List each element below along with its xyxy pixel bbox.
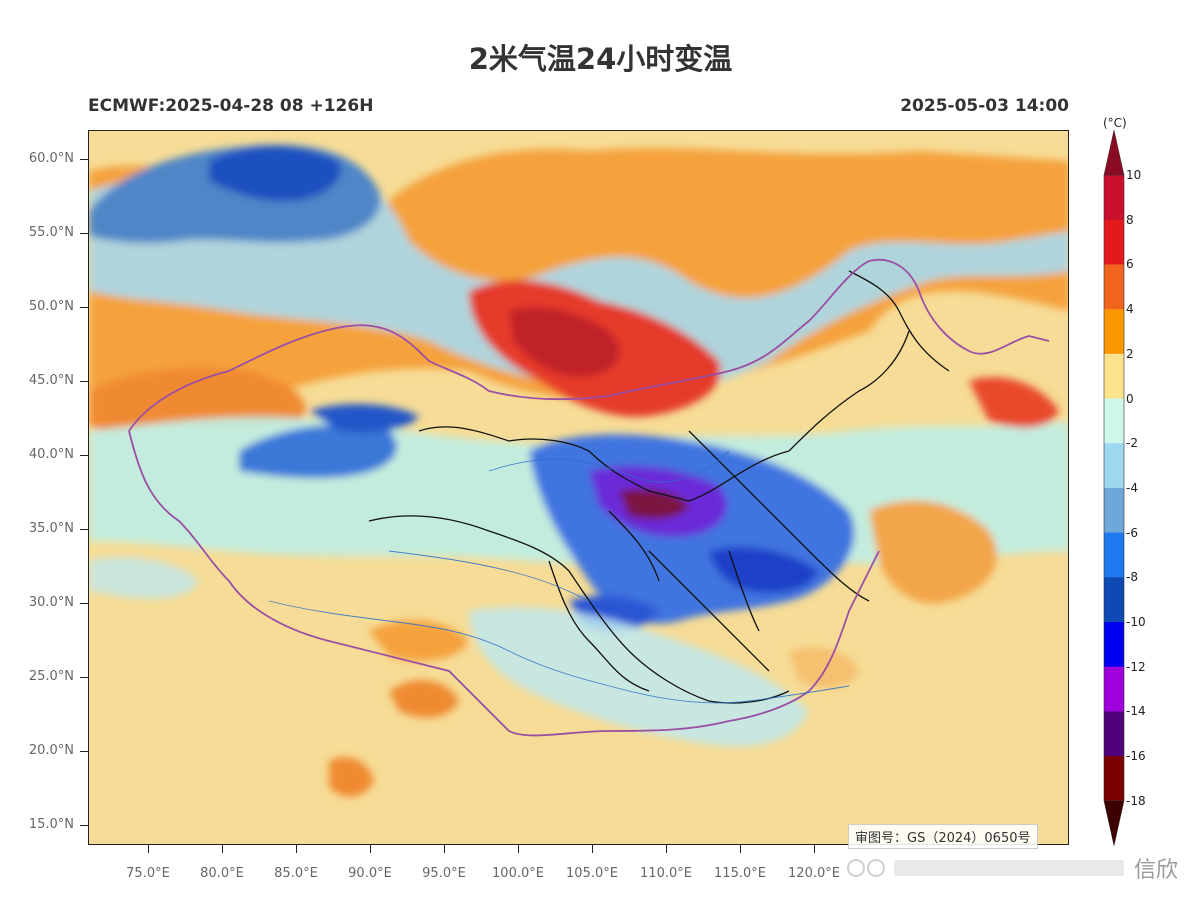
watermark-text: 信欣 [1133, 858, 1178, 883]
longitude-tick [814, 845, 815, 853]
longitude-tick [148, 845, 149, 853]
colorbar-label: -16 [1126, 749, 1146, 764]
colorbar-label: 8 [1126, 212, 1134, 227]
longitude-label: 120.0°E [788, 866, 840, 881]
colorbar-segment [1104, 443, 1124, 489]
colorbar-segment [1104, 711, 1124, 757]
longitude-tick [296, 845, 297, 853]
valid-time-label: 2025-05-03 14:00 [900, 96, 1069, 116]
map-approval-number: 审图号：GS（2024）0650号 [848, 824, 1038, 849]
longitude-label: 110.0°E [640, 866, 692, 881]
colorbar-label: -4 [1126, 480, 1138, 495]
colorbar-segment [1104, 577, 1124, 623]
longitude-tick [518, 845, 519, 853]
longitude-tick [222, 845, 223, 853]
latitude-label: 15.0°N [28, 817, 74, 832]
colorbar-segment [1104, 398, 1124, 444]
colorbar-label: -8 [1126, 570, 1138, 585]
latitude-tick [80, 455, 88, 456]
colorbar-label: -18 [1126, 793, 1146, 808]
colorbar-unit: (°C) [1103, 116, 1127, 130]
colorbar-label: 6 [1126, 257, 1134, 272]
colorbar-bottom-arrow [1103, 800, 1125, 846]
colorbar-segment [1104, 175, 1124, 221]
latitude-tick [80, 529, 88, 530]
longitude-label: 80.0°E [200, 866, 244, 881]
latitude-tick [80, 307, 88, 308]
latitude-label: 25.0°N [28, 669, 74, 684]
colorbar-segment [1104, 353, 1124, 399]
colorbar-label: -6 [1126, 525, 1138, 540]
latitude-label: 35.0°N [28, 521, 74, 536]
colorbar-segment [1104, 666, 1124, 712]
colorbar-outline [1103, 174, 1125, 802]
latitude-label: 30.0°N [28, 595, 74, 610]
colorbar-label: -12 [1126, 659, 1146, 674]
colorbar-label: 10 [1126, 168, 1142, 182]
colorbar-segment [1104, 309, 1124, 355]
colorbar-label: -2 [1126, 436, 1138, 451]
watermark: 信欣 [842, 852, 1192, 892]
colorbar-top-arrow [1103, 130, 1125, 176]
latitude-tick [80, 233, 88, 234]
latitude-label: 55.0°N [28, 225, 74, 240]
longitude-tick [370, 845, 371, 853]
latitude-label: 45.0°N [28, 373, 74, 388]
longitude-label: 75.0°E [126, 866, 170, 881]
colorbar-label: 2 [1126, 346, 1134, 361]
model-run-label: ECMWF:2025-04-28 08 +126H [88, 96, 374, 116]
longitude-label: 105.0°E [566, 866, 618, 881]
latitude-tick [80, 677, 88, 678]
colorbar-segment [1104, 264, 1124, 310]
latitude-label: 60.0°N [28, 151, 74, 166]
colorbar-segment [1104, 487, 1124, 533]
colorbar [1103, 130, 1125, 846]
longitude-tick [666, 845, 667, 853]
colorbar-label: 0 [1126, 391, 1134, 406]
latitude-tick [80, 381, 88, 382]
latitude-label: 50.0°N [28, 299, 74, 314]
colorbar-segment [1104, 622, 1124, 668]
longitude-tick [592, 845, 593, 853]
longitude-label: 115.0°E [714, 866, 766, 881]
longitude-label: 85.0°E [274, 866, 318, 881]
colorbar-segment [1104, 219, 1124, 265]
colorbar-label: -10 [1126, 615, 1146, 629]
longitude-tick [740, 845, 741, 853]
colorbar-segment [1104, 756, 1124, 802]
colorbar-label: 4 [1126, 302, 1134, 317]
longitude-label: 95.0°E [422, 866, 466, 881]
latitude-label: 20.0°N [28, 743, 74, 758]
longitude-label: 90.0°E [348, 866, 392, 881]
longitude-tick [444, 845, 445, 853]
map-title: 2米气温24小时变温 [468, 42, 733, 76]
latitude-label: 40.0°N [28, 447, 74, 462]
latitude-tick [80, 603, 88, 604]
colorbar-segment [1104, 532, 1124, 578]
latitude-tick [80, 159, 88, 160]
longitude-label: 100.0°E [492, 866, 544, 881]
latitude-tick [80, 751, 88, 752]
colorbar-label: -14 [1126, 704, 1146, 719]
latitude-tick [80, 825, 88, 826]
temperature-change-map [88, 130, 1069, 845]
